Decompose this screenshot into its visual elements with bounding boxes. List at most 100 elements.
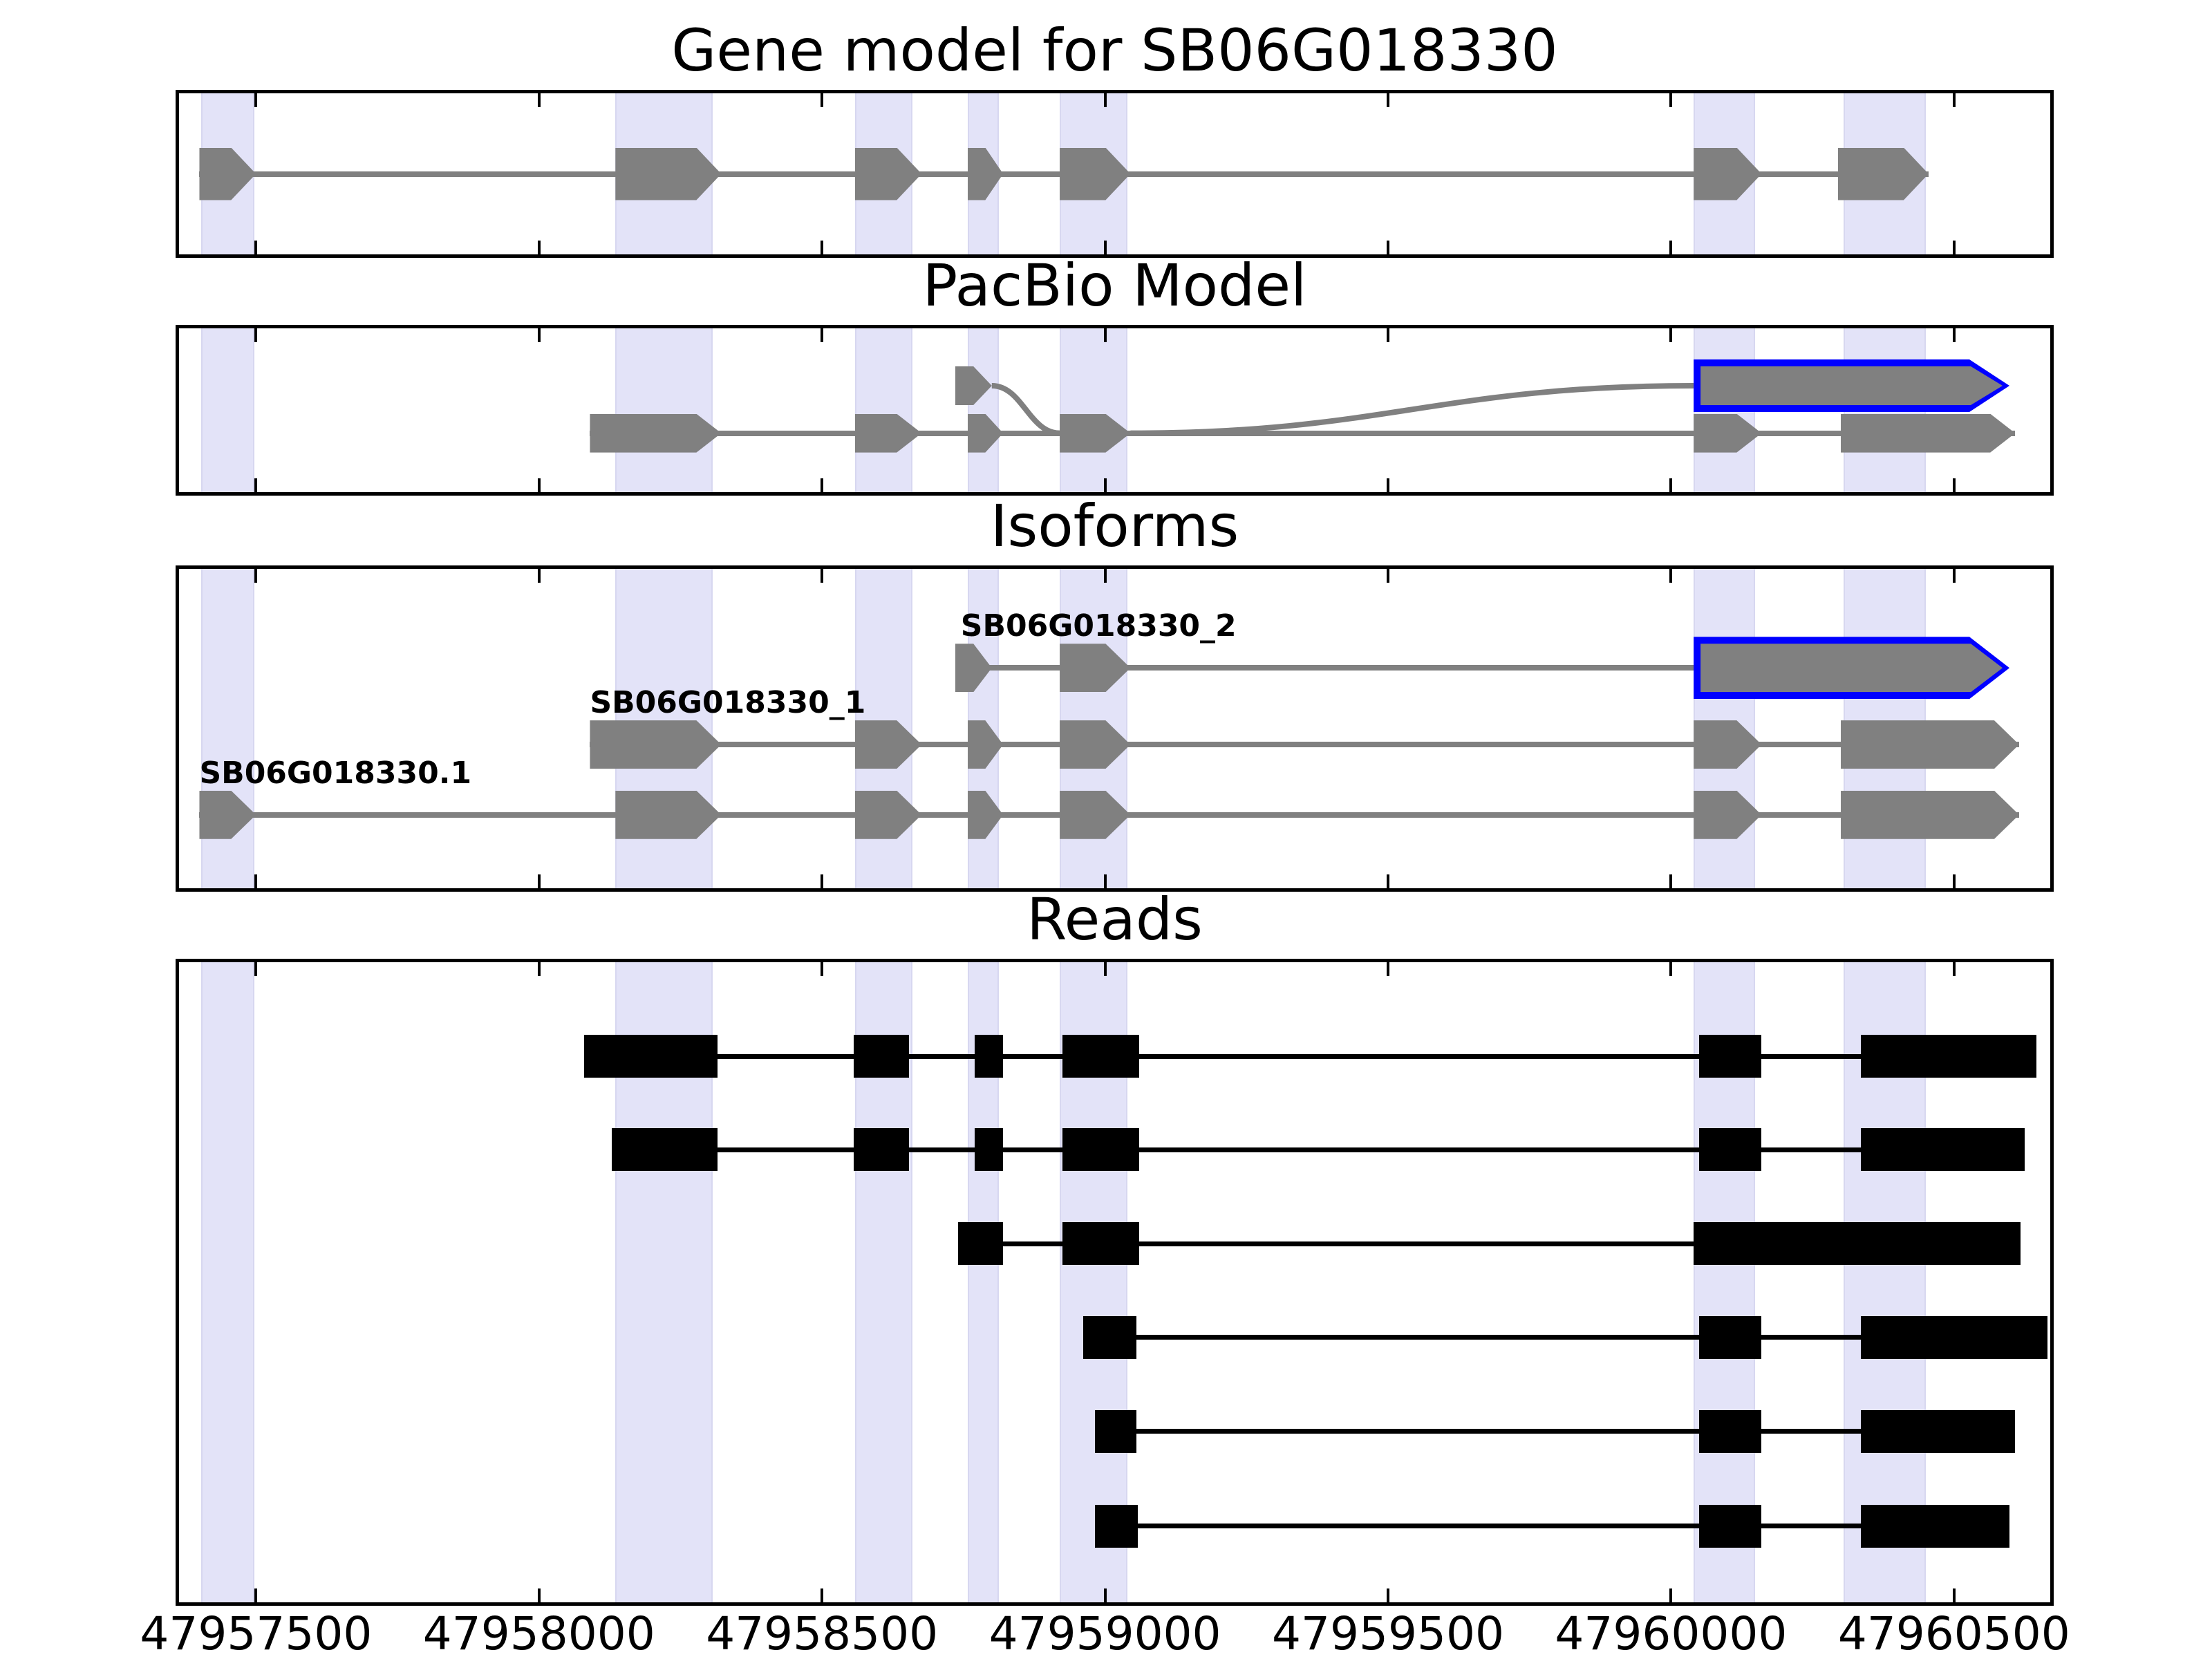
axis-tick bbox=[1103, 874, 1107, 888]
axis-tick bbox=[1103, 569, 1107, 583]
axis-tick bbox=[821, 874, 824, 888]
splice-curve bbox=[1130, 382, 1694, 436]
axis-tick bbox=[821, 93, 824, 107]
axis-tick bbox=[1386, 478, 1389, 492]
axis-tick-label: 47958500 bbox=[706, 1607, 939, 1659]
axis-tick bbox=[1669, 874, 1673, 888]
exon-arrow bbox=[590, 414, 721, 453]
axis-tick bbox=[821, 569, 824, 583]
axis-tick bbox=[537, 1588, 541, 1602]
axis-tick-label: 47960000 bbox=[1555, 1607, 1788, 1659]
read-intron-line bbox=[1094, 1429, 2016, 1434]
axis-tick bbox=[254, 962, 258, 976]
read-block bbox=[975, 1035, 1004, 1078]
axis-tick bbox=[1386, 1588, 1389, 1602]
read-block bbox=[1094, 1504, 1138, 1548]
exon-arrow bbox=[615, 148, 721, 200]
axis-tick bbox=[1103, 328, 1107, 342]
exon-highlight-band bbox=[200, 328, 254, 492]
splice-curve bbox=[991, 382, 1060, 436]
axis-tick bbox=[821, 241, 824, 254]
axis-tick bbox=[1669, 328, 1673, 342]
axis-tick bbox=[1952, 1588, 1956, 1602]
axis-tick bbox=[1103, 93, 1107, 107]
axis-tick bbox=[1386, 874, 1389, 888]
panel-isoforms: SB06G018330_2 SB06G018330_1 SB06G018330.1 bbox=[176, 565, 2054, 892]
exon-arrow bbox=[1841, 414, 2015, 453]
panel-title-reads: Reads bbox=[1027, 885, 1203, 953]
axis-tick bbox=[254, 328, 258, 342]
axis-tick bbox=[1669, 241, 1673, 254]
axis-tick bbox=[1669, 478, 1673, 492]
read-block bbox=[584, 1035, 718, 1078]
axis-tick bbox=[254, 478, 258, 492]
panel-pacbio-model bbox=[176, 325, 2054, 496]
axis-tick bbox=[254, 241, 258, 254]
axis-tick bbox=[254, 1588, 258, 1602]
read-block bbox=[1062, 1128, 1139, 1172]
read-block bbox=[854, 1128, 910, 1172]
read-block bbox=[1694, 1222, 2021, 1266]
axis-tick bbox=[1669, 93, 1673, 107]
exon-arrow bbox=[1841, 791, 2019, 839]
axis-tick bbox=[1386, 241, 1389, 254]
novel-exon-fill bbox=[1700, 644, 2003, 692]
axis-tick bbox=[537, 962, 541, 976]
exon-highlight-band bbox=[967, 328, 999, 492]
read-block bbox=[1699, 1504, 1762, 1548]
isoform-label: SB06G018330.1 bbox=[199, 755, 472, 791]
axis-tick bbox=[1103, 1588, 1107, 1602]
axis-tick bbox=[1386, 328, 1389, 342]
axis-tick bbox=[1952, 93, 1956, 107]
axis-tick bbox=[537, 328, 541, 342]
axis-tick-label: 47957500 bbox=[140, 1607, 373, 1659]
read-block bbox=[1860, 1409, 2016, 1453]
read-block bbox=[1699, 1409, 1762, 1453]
axis-tick bbox=[537, 241, 541, 254]
axis-tick bbox=[254, 93, 258, 107]
read-block bbox=[1860, 1035, 2036, 1078]
axis-tick bbox=[1952, 962, 1956, 976]
read-block bbox=[611, 1128, 718, 1172]
read-block bbox=[1083, 1315, 1136, 1359]
axis-tick bbox=[1386, 962, 1389, 976]
axis-tick bbox=[1952, 328, 1956, 342]
read-block bbox=[854, 1035, 910, 1078]
read-intron-line bbox=[584, 1053, 2036, 1059]
read-block bbox=[1062, 1035, 1139, 1078]
axis-tick bbox=[537, 874, 541, 888]
axis-tick bbox=[821, 478, 824, 492]
axis-tick bbox=[1103, 478, 1107, 492]
axis-tick bbox=[1669, 1588, 1673, 1602]
axis-tick bbox=[537, 569, 541, 583]
axis-tick bbox=[1103, 241, 1107, 254]
read-block bbox=[1062, 1222, 1139, 1266]
exon-highlight-band bbox=[200, 962, 254, 1602]
axis-tick bbox=[821, 1588, 824, 1602]
axis-tick bbox=[537, 478, 541, 492]
read-intron-line bbox=[957, 1241, 2021, 1246]
read-block bbox=[957, 1222, 1004, 1266]
read-block bbox=[1094, 1409, 1136, 1453]
axis-tick bbox=[821, 962, 824, 976]
panel-reads bbox=[176, 959, 2054, 1606]
read-block bbox=[1699, 1315, 1762, 1359]
read-intron-line bbox=[1083, 1335, 2047, 1340]
x-axis: 47957500 47958000 47958500 47959000 47959500… bbox=[140, 1606, 2070, 1659]
exon-arrow bbox=[590, 720, 721, 769]
axis-tick bbox=[254, 569, 258, 583]
read-block bbox=[1860, 1504, 2010, 1548]
read-block bbox=[1699, 1128, 1762, 1172]
axis-tick bbox=[1386, 93, 1389, 107]
axis-tick bbox=[1386, 569, 1389, 583]
axis-tick bbox=[1103, 962, 1107, 976]
novel-exon-blue-outline bbox=[1694, 359, 2009, 412]
intron-line bbox=[955, 665, 1988, 671]
axis-tick-label: 47959000 bbox=[988, 1607, 1221, 1659]
axis-tick bbox=[1952, 241, 1956, 254]
intron-line bbox=[590, 742, 2019, 748]
axis-tick bbox=[1669, 569, 1673, 583]
axis-tick bbox=[1952, 478, 1956, 492]
axis-tick-label: 47958000 bbox=[422, 1607, 655, 1659]
